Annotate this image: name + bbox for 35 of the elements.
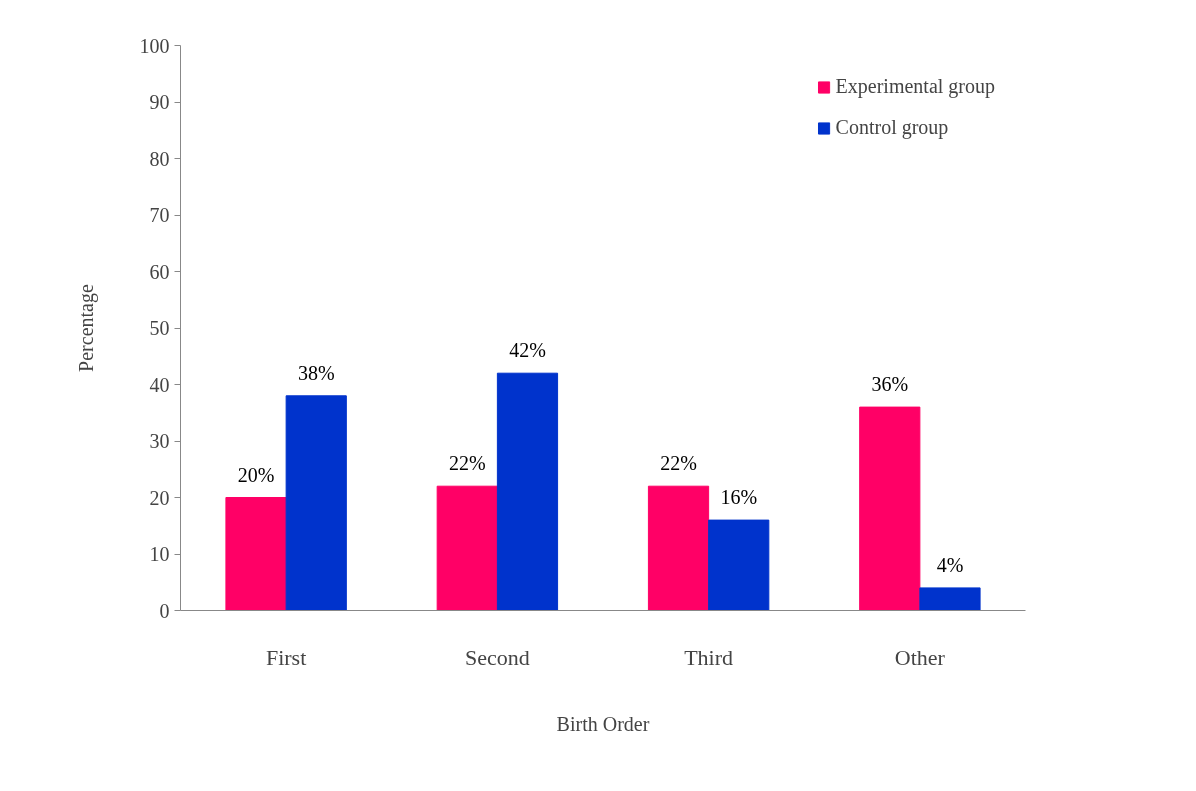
data-label: 22%: [660, 452, 697, 475]
y-axis-title: Percentage: [74, 284, 98, 372]
x-tick-label: Third: [684, 644, 734, 670]
y-tick-label: 70: [149, 204, 170, 226]
data-label: 38%: [297, 361, 335, 384]
bar: [225, 497, 287, 611]
data-label: 22%: [448, 452, 486, 475]
y-tick-label: 60: [149, 260, 170, 283]
x-tick-label: First: [265, 644, 307, 670]
bar: [647, 485, 710, 611]
data-label: 42%: [509, 339, 546, 362]
y-tick-label: 100: [139, 34, 170, 57]
bar: [859, 406, 921, 611]
data-label: 20%: [237, 463, 275, 486]
y-tick-label: 30: [149, 430, 170, 452]
x-tick-label: Other: [894, 644, 946, 670]
data-label: 36%: [871, 373, 909, 396]
x-axis-title: Birth Order: [556, 712, 650, 735]
data-label: 4%: [936, 553, 964, 576]
bar: [285, 395, 347, 611]
data-label: 16%: [720, 486, 758, 509]
bar: [919, 587, 981, 611]
bar: [708, 519, 770, 611]
y-tick-label: 0: [159, 599, 170, 622]
legend-label: Control group: [835, 116, 949, 139]
y-tick-label: 80: [149, 147, 170, 170]
bar: [496, 372, 559, 611]
y-tick-label: 10: [149, 543, 170, 565]
y-tick-label: 90: [149, 91, 170, 113]
y-tick-label: 20: [149, 486, 170, 509]
bar: [436, 485, 498, 611]
y-tick-label: 40: [149, 373, 170, 396]
y-tick-label: 50: [149, 317, 170, 339]
legend-label: Experimental group: [835, 75, 995, 98]
x-tick-label: Second: [464, 644, 530, 670]
